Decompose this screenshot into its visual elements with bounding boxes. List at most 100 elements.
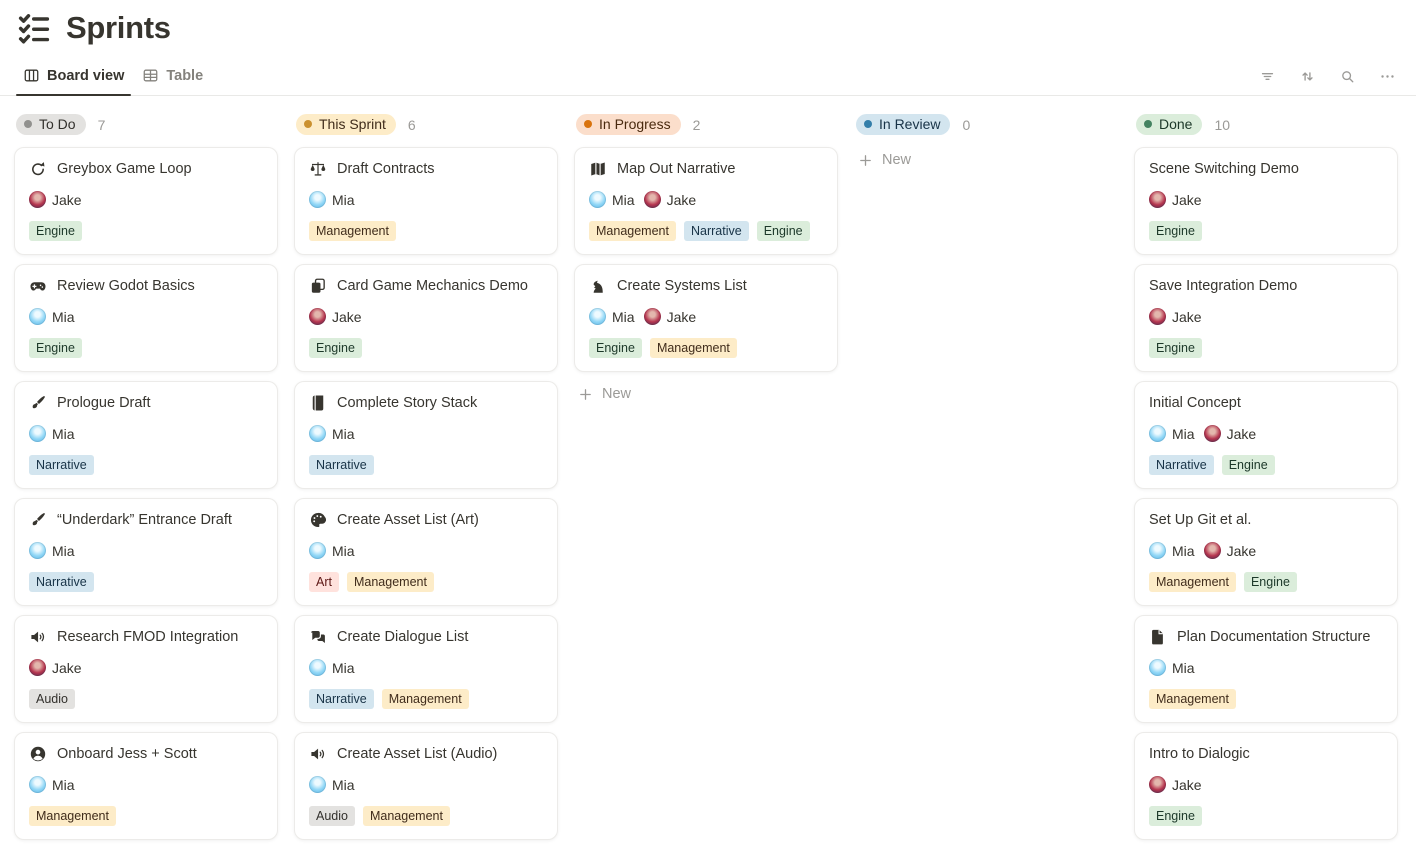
brush-icon [29, 511, 47, 529]
tag-management: Management [1149, 572, 1236, 592]
avatar-mia [29, 308, 46, 325]
kanban-card[interactable]: Create Asset List (Audio) Mia Audio Managem… [294, 732, 558, 840]
column-header: In Progress 2 [574, 112, 838, 147]
more-icon[interactable] [1379, 68, 1396, 85]
avatar-jake [1149, 776, 1166, 793]
avatar-mia [1149, 659, 1166, 676]
view-tabs: Board view Table [14, 60, 212, 96]
card-title: “Underdark” Entrance Draft [57, 512, 232, 528]
tag-narrative: Narrative [29, 455, 94, 475]
column-name: To Do [39, 116, 76, 132]
avatar-mia [309, 542, 326, 559]
kanban-card[interactable]: Onboard Jess + Scott Mia Management [14, 732, 278, 840]
card-tags: Engine [1149, 806, 1385, 826]
assignee-name: Mia [332, 659, 355, 676]
kanban-card[interactable]: Intro to Dialogic Jake Engine [1134, 732, 1398, 840]
tag-narrative: Narrative [1149, 455, 1214, 475]
tag-engine: Engine [29, 338, 82, 358]
kanban-card[interactable]: Card Game Mechanics Demo Jake Engine [294, 264, 558, 372]
kanban-card[interactable]: Initial Concept Mia Jake Narrative Engine [1134, 381, 1398, 489]
card-title: Research FMOD Integration [57, 629, 239, 645]
assignee-name: Mia [52, 776, 75, 793]
card-title: Onboard Jess + Scott [57, 746, 197, 762]
kanban-card[interactable]: Research FMOD Integration Jake Audio [14, 615, 278, 723]
tab-board-view[interactable]: Board view [14, 60, 133, 96]
status-dot-icon [864, 120, 872, 128]
card-title-row: Map Out Narrative [589, 160, 825, 178]
card-title-row: Scene Switching Demo [1149, 160, 1385, 178]
column-header: In Review 0 [854, 112, 1118, 147]
tab-table[interactable]: Table [133, 60, 212, 95]
avatar-jake [309, 308, 326, 325]
column-status-pill[interactable]: In Progress [576, 114, 681, 135]
assignee-name: Mia [332, 776, 355, 793]
card-title: Prologue Draft [57, 395, 151, 411]
status-dot-icon [584, 120, 592, 128]
card-tags: Audio [29, 689, 265, 709]
kanban-card[interactable]: Save Integration Demo Jake Engine [1134, 264, 1398, 372]
avatar-jake [29, 659, 46, 676]
avatar-mia [589, 308, 606, 325]
kanban-card[interactable]: Scene Switching Demo Jake Engine [1134, 147, 1398, 255]
tag-management: Management [381, 689, 469, 709]
kanban-card[interactable]: Prologue Draft Mia Narrative [14, 381, 278, 489]
assignee-name: Mia [332, 425, 355, 442]
chat-icon [309, 628, 327, 646]
card-title-row: Complete Story Stack [309, 394, 545, 412]
card-title-row: Research FMOD Integration [29, 628, 265, 646]
kanban-card[interactable]: Create Dialogue List Mia Narrative Manageme… [294, 615, 558, 723]
kanban-card[interactable]: Map Out Narrative Mia Jake Management Narrat… [574, 147, 838, 255]
kanban-card[interactable]: Complete Story Stack Mia Narrative [294, 381, 558, 489]
card-title-row: Set Up Git et al. [1149, 511, 1385, 529]
tab-label: Table [166, 67, 204, 84]
kanban-card[interactable]: “Underdark” Entrance Draft Mia Narrative [14, 498, 278, 606]
avatar-mia [29, 776, 46, 793]
column-status-pill[interactable]: To Do [16, 114, 86, 135]
kanban-card[interactable]: Plan Documentation Structure Mia Managemen… [1134, 615, 1398, 723]
card-title: Review Godot Basics [57, 278, 195, 294]
card-tags: Narrative [29, 572, 265, 592]
kanban-card[interactable]: Create Systems List Mia Jake Engine Manageme… [574, 264, 838, 372]
avatar-jake [29, 191, 46, 208]
card-assignees: Mia Jake [1149, 425, 1385, 442]
card-title: Create Systems List [617, 278, 747, 294]
card-title-row: Card Game Mechanics Demo [309, 277, 545, 295]
column-status-pill[interactable]: In Review [856, 114, 951, 135]
search-icon[interactable] [1339, 68, 1356, 85]
card-assignees: Mia [1149, 659, 1385, 676]
kanban-card[interactable]: Create Asset List (Art) Mia Art Management [294, 498, 558, 606]
board-column-done: Done 10 Scene Switching Demo Jake Engine Save… [1134, 112, 1398, 849]
card-assignees: Mia Jake [1149, 542, 1385, 559]
card-title: Map Out Narrative [617, 161, 736, 177]
kanban-card[interactable]: Set Up Git et al. Mia Jake Management Engine [1134, 498, 1398, 606]
loop-icon [29, 160, 47, 178]
column-status-pill[interactable]: This Sprint [296, 114, 396, 135]
kanban-card[interactable]: Draft Contracts Mia Management [294, 147, 558, 255]
avatar-mia [589, 191, 606, 208]
card-tags: Engine [29, 338, 265, 358]
card-title-row: Prologue Draft [29, 394, 265, 412]
filter-icon[interactable] [1259, 68, 1276, 85]
tag-audio: Audio [309, 806, 355, 826]
assignee-name: Mia [52, 425, 75, 442]
kanban-card[interactable]: Greybox Game Loop Jake Engine [14, 147, 278, 255]
new-card-button[interactable]: New [854, 147, 1118, 173]
card-title-row: Create Dialogue List [309, 628, 545, 646]
column-name: In Progress [599, 116, 671, 132]
card-tags: Narrative Engine [1149, 455, 1385, 475]
card-assignees: Jake [1149, 776, 1385, 793]
assignee-name: Jake [1226, 542, 1257, 559]
kanban-card[interactable]: Review Godot Basics Mia Engine [14, 264, 278, 372]
new-card-button[interactable]: New [574, 381, 838, 407]
sort-icon[interactable] [1299, 68, 1316, 85]
card-tags: Narrative Management [309, 689, 545, 709]
column-count: 2 [692, 116, 701, 133]
card-tags: Engine [309, 338, 545, 358]
column-status-pill[interactable]: Done [1136, 114, 1203, 135]
gamepad-icon [29, 277, 47, 295]
assignee-name: Mia [612, 191, 635, 208]
tag-management: Management [346, 572, 434, 592]
new-card-label: New [882, 152, 912, 168]
avatar-mia [29, 425, 46, 442]
assignee-name: Jake [1172, 308, 1202, 325]
